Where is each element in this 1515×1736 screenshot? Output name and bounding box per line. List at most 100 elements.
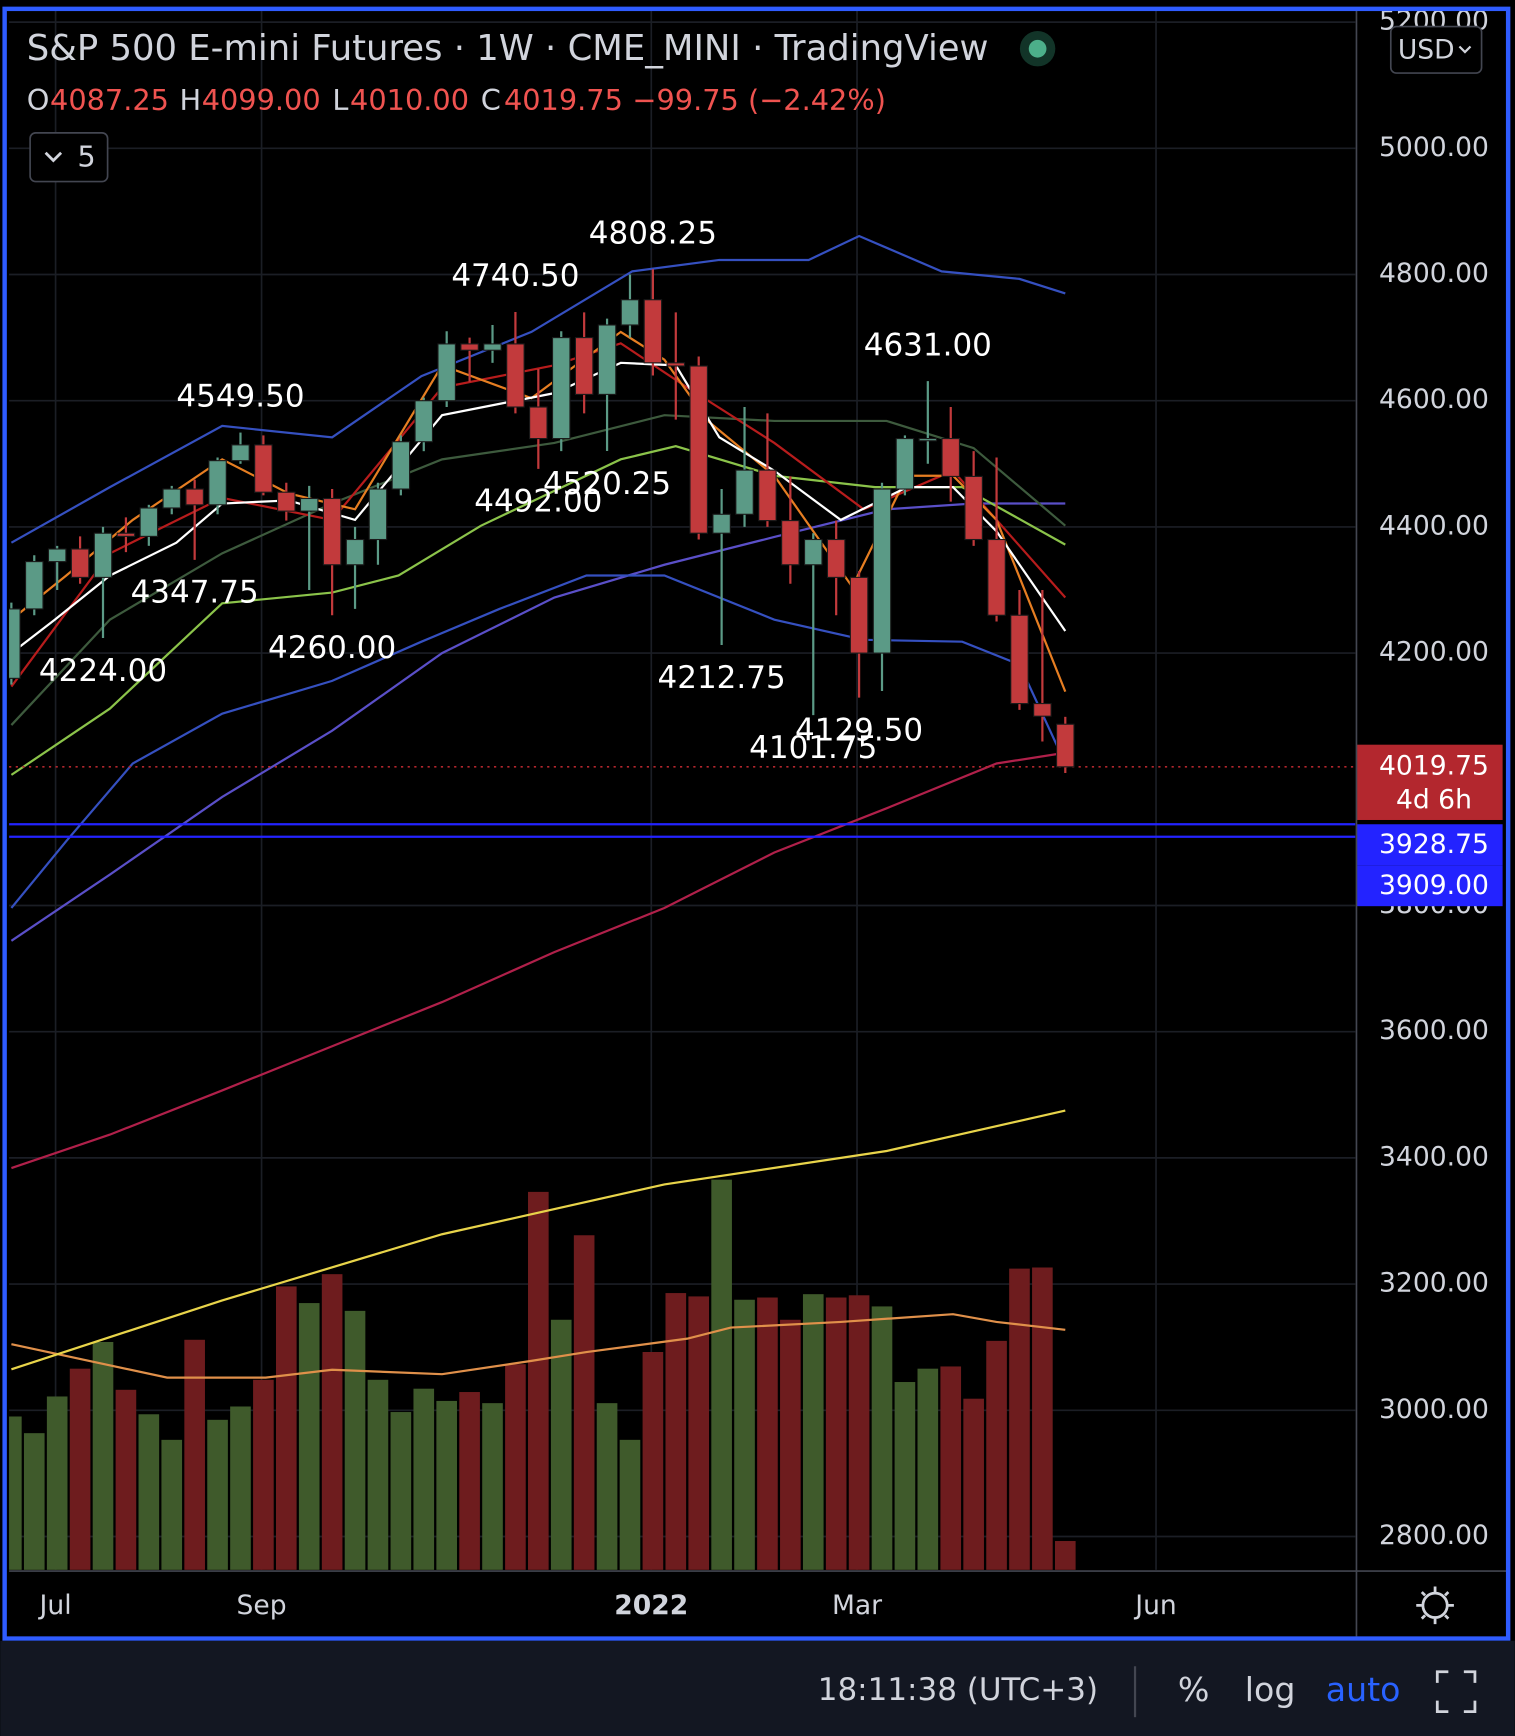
indicator-line: [10, 574, 1067, 909]
volume-bar: [871, 1306, 893, 1570]
candle-body: [460, 343, 479, 351]
currency-label: USD: [1398, 34, 1455, 65]
candle-body: [735, 469, 754, 515]
last-price-box: [1356, 744, 1503, 820]
candle-body: [872, 488, 892, 654]
candle-body: [964, 475, 983, 541]
candle-body: [620, 299, 640, 326]
gear-teeth: [1416, 1586, 1454, 1625]
candle-body: [804, 538, 823, 566]
x-tick-label: Sep: [237, 1590, 287, 1621]
volume-ma-line: [11, 1313, 1066, 1379]
auto-button[interactable]: auto: [1326, 1670, 1401, 1709]
x-tick-label: Jul: [38, 1590, 72, 1621]
candle-body: [529, 406, 548, 440]
plot-area: 4808.25 4740.50 4549.50 4631.00 4520.254492.…: [9, 215, 1356, 1570]
bottom-toolbar: [0, 1640, 1515, 1736]
candle-body: [506, 343, 525, 408]
volume-bar: [184, 1339, 205, 1570]
candle-body: [483, 343, 502, 351]
currency-menu[interactable]: USD: [1389, 25, 1483, 74]
settings-button[interactable]: [1416, 1586, 1454, 1625]
candle-body: [368, 488, 388, 541]
candle-body: [895, 438, 915, 490]
y-tick-label: 3200.00: [1379, 1268, 1489, 1299]
volume-bar: [848, 1295, 870, 1570]
ohlc-value: 4087.25: [50, 83, 169, 117]
ohlc-change: −99.75 (−2.42%): [632, 83, 886, 117]
indicator-line: [11, 1109, 1066, 1371]
volume-bar: [321, 1274, 343, 1570]
volume-bar: [825, 1297, 847, 1570]
volume-bar: [69, 1368, 91, 1570]
x-tick-label: Jun: [1133, 1590, 1177, 1621]
volume-bar: [9, 1416, 22, 1570]
indicator-line: [10, 502, 1066, 942]
volume-bar: [298, 1303, 320, 1570]
volume-bar: [550, 1319, 572, 1570]
ohlc-value: 4019.75: [504, 83, 623, 117]
volume-bar: [802, 1294, 824, 1570]
indicators-toggle[interactable]: 5: [29, 132, 109, 183]
volume-bar: [711, 1179, 732, 1570]
volume-bar: [619, 1439, 641, 1570]
candle-body: [643, 299, 663, 364]
indicator-line: [10, 414, 1067, 726]
status-dot: [1028, 39, 1047, 58]
candle-body: [391, 441, 411, 490]
price-annotation: 4520.25: [543, 466, 671, 502]
ohlc-key: O: [27, 83, 50, 117]
fullscreen-button[interactable]: [1435, 1670, 1477, 1714]
volume-bar: [780, 1319, 801, 1570]
candle-body: [47, 548, 67, 563]
volume-bar: [1054, 1541, 1076, 1570]
candle-body: [414, 400, 434, 443]
candle-body: [299, 497, 319, 512]
price-annotation: 4129.50: [795, 712, 923, 748]
candle-body: [551, 337, 571, 440]
candle-body: [1010, 614, 1029, 705]
volume-bar: [92, 1341, 114, 1570]
price-annotation: 4808.25: [589, 215, 717, 251]
price-annotation: 4224.00: [39, 653, 167, 689]
currency-box[interactable]: [1389, 25, 1483, 74]
last-price-label: 4019.75: [1379, 750, 1489, 781]
candle-body: [849, 576, 869, 654]
volume-bar: [528, 1191, 549, 1570]
volume-bar: [459, 1392, 480, 1570]
toggle-box[interactable]: [29, 132, 109, 183]
ohlc-value: 4099.00: [202, 83, 321, 117]
ohlc-key: H: [180, 83, 202, 117]
candle-body: [1056, 723, 1075, 768]
candle-body: [826, 538, 846, 578]
ohlc-value: 4010.00: [350, 83, 469, 117]
y-tick-label: 4400.00: [1379, 510, 1489, 541]
log-button[interactable]: log: [1245, 1670, 1296, 1709]
price-annotation: 4212.75: [658, 660, 786, 696]
candle-body: [1033, 703, 1052, 717]
y-tick-label: 3000.00: [1379, 1394, 1489, 1425]
volume-bar: [161, 1439, 183, 1570]
candle-body: [277, 491, 296, 512]
volume-bar: [46, 1396, 68, 1570]
candle-body: [781, 520, 800, 566]
candle-body: [254, 444, 273, 493]
gear-icon[interactable]: [1421, 1591, 1449, 1619]
y-tick-label: 2800.00: [1379, 1520, 1489, 1551]
volume-bar: [367, 1379, 389, 1570]
countdown-label: 4d 6h: [1396, 785, 1472, 816]
candle-body: [185, 488, 204, 506]
volume-bar: [940, 1366, 962, 1570]
clock: 18:11:38 (UTC+3): [818, 1672, 1098, 1708]
volume-bar: [894, 1382, 916, 1570]
percent-button[interactable]: %: [1178, 1670, 1210, 1709]
candle-body: [231, 444, 250, 462]
level-box: [1356, 824, 1503, 866]
axes: 5200.005000.004800.004600.004400.004200.…: [38, 6, 1503, 1621]
candle-body: [162, 488, 182, 509]
volume-bar: [596, 1403, 618, 1570]
candle-body: [437, 343, 456, 402]
price-annotation: 4347.75: [131, 575, 259, 611]
